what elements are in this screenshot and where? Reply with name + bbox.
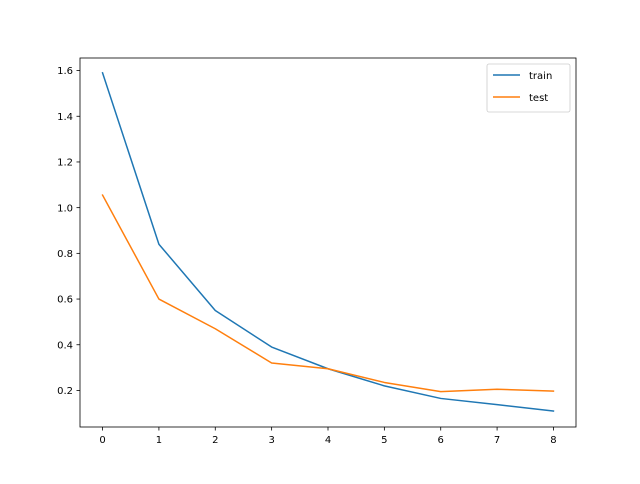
legend: train test bbox=[486, 63, 571, 113]
legend-label-train: train bbox=[529, 71, 552, 82]
legend-label-test: test bbox=[529, 93, 548, 104]
x-tick-label: 2 bbox=[212, 435, 218, 446]
x-tick-label: 4 bbox=[325, 435, 331, 446]
x-tick-label: 0 bbox=[99, 435, 105, 446]
axes: 0 1 2 3 4 5 6 7 8 0.2 0.4 0.6 0.8 1.0 1.2 1.4 1.6 bbox=[57, 66, 557, 446]
legend-box bbox=[486, 63, 571, 113]
y-tick-label: 0.4 bbox=[57, 340, 73, 351]
y-tick-label: 1.6 bbox=[57, 66, 73, 77]
y-tick-label: 1.2 bbox=[57, 158, 73, 169]
x-tick-label: 7 bbox=[494, 435, 500, 446]
plot-frame bbox=[79, 57, 577, 428]
x-tick-label: 5 bbox=[381, 435, 387, 446]
y-tick-label: 0.8 bbox=[57, 249, 73, 260]
x-tick-label: 8 bbox=[550, 435, 556, 446]
y-tick-label: 0.6 bbox=[57, 295, 73, 306]
series-line-test bbox=[101, 194, 555, 393]
series-layer bbox=[101, 71, 555, 412]
y-tick-label: 1.4 bbox=[57, 112, 73, 123]
x-tick-label: 1 bbox=[156, 435, 162, 446]
x-tick-label: 3 bbox=[268, 435, 274, 446]
x-tick-label: 6 bbox=[438, 435, 444, 446]
y-tick-label: 1.0 bbox=[57, 203, 73, 214]
y-tick-label: 0.2 bbox=[57, 386, 73, 397]
